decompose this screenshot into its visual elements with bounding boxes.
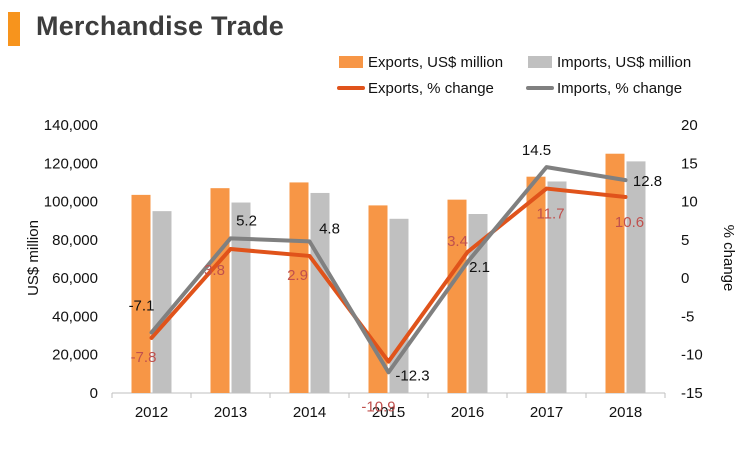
chart-axes: 2012 2013 2014 2015 2016 2017 2018020,00040,00…	[44, 117, 703, 421]
exports-bar	[447, 199, 467, 393]
exports-bar	[605, 153, 625, 393]
imports-change-label: 14.5	[522, 142, 551, 159]
imports-bar	[547, 181, 567, 393]
exports-change-line	[149, 186, 628, 364]
y-tick-label: 0	[90, 385, 98, 402]
legend-exports-line-label: Exports, % change	[368, 80, 494, 97]
y-tick-label: 100,000	[44, 194, 98, 211]
exports-change-label: -10.9	[361, 399, 395, 416]
y2-tick-label: 0	[681, 270, 689, 287]
exports-change-label: -7.8	[131, 349, 157, 366]
exports-change-label: 11.7	[536, 206, 564, 223]
exports-bar	[526, 176, 546, 393]
imports-change-label: -7.1	[129, 298, 155, 315]
y-tick-label: 40,000	[52, 308, 98, 325]
exports-change-label: 3.4	[447, 233, 468, 250]
y-tick-label: 120,000	[44, 155, 98, 172]
legend-exports-bar-swatch	[339, 56, 363, 68]
y2-tick-label: 5	[681, 232, 689, 249]
y2-tick-label: -10	[681, 347, 703, 364]
y-tick-label: 20,000	[52, 347, 98, 364]
imports-change-label: 12.8	[633, 173, 662, 190]
chart-legend: Exports, US$ million Imports, US$ million…	[337, 54, 691, 97]
y2-tick-label: -5	[681, 308, 694, 325]
imports-bar	[152, 211, 172, 393]
imports-change-line	[149, 165, 628, 375]
exports-bar	[131, 194, 151, 393]
chart-data-labels: -7.8 3.8 2.9 -10.9 3.4 11.7 10.6 -7.1 5.2 4.8 -12.…	[129, 142, 663, 415]
imports-bar	[231, 202, 251, 393]
imports-change-label: 4.8	[319, 220, 340, 237]
legend-imports-bar-label: Imports, US$ million	[557, 54, 691, 71]
x-tick-label: 2016	[451, 404, 484, 421]
y-tick-label: 80,000	[52, 232, 98, 249]
x-tick-label: 2014	[293, 404, 326, 421]
exports-change-label: 2.9	[287, 267, 308, 284]
x-tick-label: 2017	[530, 404, 563, 421]
legend-imports-bar-swatch	[528, 56, 552, 68]
exports-bar	[210, 188, 230, 393]
y-axis-title: US$ million	[25, 220, 42, 296]
imports-change-label: 2.1	[469, 259, 490, 276]
imports-change-label: 5.2	[236, 212, 257, 229]
exports-change-label: 10.6	[615, 214, 644, 231]
y2-tick-label: -15	[681, 385, 703, 402]
legend-imports-line-label: Imports, % change	[557, 80, 682, 97]
legend-exports-bar-label: Exports, US$ million	[368, 54, 503, 71]
y2-tick-label: 10	[681, 194, 698, 211]
y2-tick-label: 15	[681, 155, 698, 172]
exports-bar	[289, 182, 309, 393]
imports-change-label: -12.3	[395, 367, 429, 384]
imports-bar	[310, 192, 330, 393]
page-title: Merchandise Trade	[36, 11, 284, 41]
x-tick-label: 2013	[214, 404, 247, 421]
y-tick-label: 60,000	[52, 270, 98, 287]
x-tick-label: 2015	[372, 404, 405, 421]
imports-bar	[468, 214, 488, 393]
x-tick-label: 2018	[609, 404, 642, 421]
imports-bar	[626, 161, 646, 393]
x-tick-label: 2012	[135, 404, 168, 421]
chart-lines	[149, 165, 628, 375]
y2-axis-title: % change	[720, 225, 737, 292]
y2-tick-label: 20	[681, 117, 698, 134]
exports-change-label: 3.8	[204, 262, 225, 279]
title-accent-bar	[8, 12, 20, 46]
y-tick-label: 140,000	[44, 117, 98, 134]
